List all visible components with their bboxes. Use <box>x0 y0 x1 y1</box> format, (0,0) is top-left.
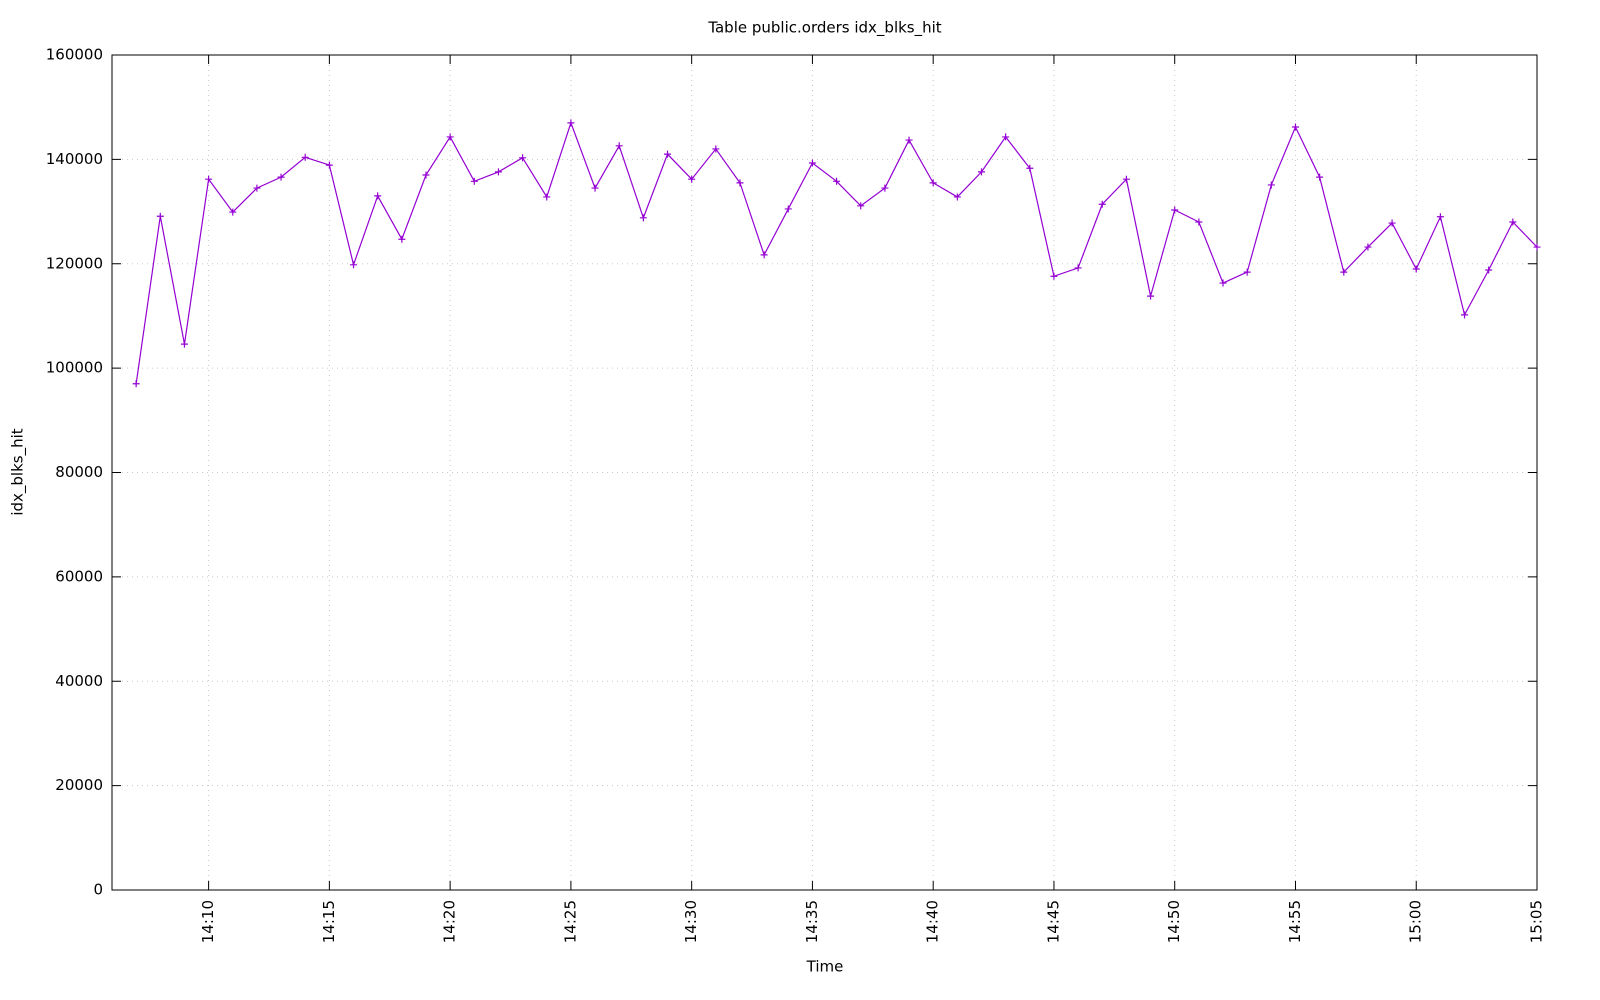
x-tick-label: 14:50 <box>1165 900 1183 943</box>
point-marker <box>664 150 672 158</box>
point-marker <box>736 179 744 187</box>
point-marker <box>1388 219 1396 227</box>
point-marker <box>784 205 792 213</box>
point-marker <box>470 177 478 185</box>
x-tick-label: 15:00 <box>1407 900 1425 943</box>
point-marker <box>1122 175 1130 183</box>
point-marker <box>1509 218 1517 226</box>
y-tick-label: 80000 <box>55 463 103 481</box>
x-tick-label: 15:05 <box>1528 900 1546 943</box>
point-marker <box>1002 133 1010 141</box>
point-marker <box>929 179 937 187</box>
point-marker <box>833 177 841 185</box>
point-marker <box>1026 164 1034 172</box>
x-axis-label: Time <box>806 958 844 976</box>
point-marker <box>615 142 623 150</box>
chart-title: Table public.orders idx_blks_hit <box>707 19 941 38</box>
point-marker <box>350 261 358 269</box>
x-tick-label: 14:55 <box>1286 900 1304 943</box>
point-marker <box>494 168 502 176</box>
plot-frame <box>111 54 1538 891</box>
point-marker <box>1461 311 1469 319</box>
point-marker <box>1267 181 1275 189</box>
point-marker <box>325 161 333 169</box>
point-marker <box>881 184 889 192</box>
point-marker <box>1340 268 1348 276</box>
point-marker <box>808 159 816 167</box>
point-marker <box>1195 218 1203 226</box>
x-tick-label: 14:30 <box>682 900 700 943</box>
point-marker <box>977 168 985 176</box>
x-tick-label: 14:10 <box>199 900 217 943</box>
point-marker <box>1074 264 1082 272</box>
y-tick-label: 40000 <box>55 672 103 690</box>
point-marker <box>253 184 261 192</box>
point-marker <box>688 175 696 183</box>
point-marker <box>1533 243 1541 251</box>
point-marker <box>446 133 454 141</box>
point-marker <box>760 251 768 259</box>
point-marker <box>567 119 575 127</box>
x-tick-label: 14:35 <box>803 900 821 943</box>
point-marker <box>132 380 140 388</box>
x-tick-label: 14:40 <box>924 900 942 943</box>
point-marker <box>1485 266 1493 274</box>
point-marker <box>905 136 913 144</box>
point-marker <box>857 202 865 210</box>
x-tick-label: 14:45 <box>1044 900 1062 943</box>
x-tick-label: 14:20 <box>441 900 459 943</box>
y-tick-label: 160000 <box>46 46 103 64</box>
point-marker <box>591 184 599 192</box>
point-marker <box>1171 206 1179 214</box>
y-tick-label: 0 <box>93 881 103 899</box>
y-tick-label: 20000 <box>55 776 103 794</box>
point-marker <box>156 212 164 220</box>
y-axis-label: idx_blks_hit <box>9 428 28 515</box>
point-marker <box>1243 268 1251 276</box>
point-marker <box>1436 213 1444 221</box>
point-marker <box>1316 173 1324 181</box>
point-marker <box>180 340 188 348</box>
y-tick-label: 60000 <box>55 567 103 585</box>
y-tick-label: 120000 <box>46 254 103 272</box>
point-marker <box>229 208 237 216</box>
y-tick-label: 100000 <box>46 359 103 377</box>
point-marker <box>301 153 309 161</box>
point-marker <box>639 214 647 222</box>
point-marker <box>953 193 961 201</box>
point-marker <box>374 192 382 200</box>
y-tick-label: 140000 <box>46 150 103 168</box>
x-tick-label: 14:25 <box>561 900 579 943</box>
point-marker <box>1147 292 1155 300</box>
point-marker <box>277 173 285 181</box>
point-marker <box>543 193 551 201</box>
point-marker <box>1412 265 1420 273</box>
point-marker <box>205 175 213 183</box>
point-marker <box>1219 279 1227 287</box>
point-marker <box>1098 200 1106 208</box>
point-marker <box>519 154 527 162</box>
x-tick-label: 14:15 <box>320 900 338 943</box>
point-marker <box>398 235 406 243</box>
point-marker <box>1364 243 1372 251</box>
point-marker <box>422 171 430 179</box>
point-marker <box>1291 123 1299 131</box>
point-marker <box>712 145 720 153</box>
point-marker <box>1050 272 1058 280</box>
